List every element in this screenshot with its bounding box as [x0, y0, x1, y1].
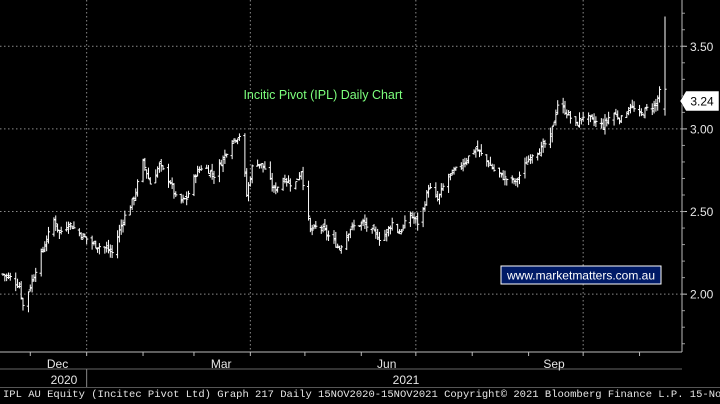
x-month-label: Mar [211, 357, 232, 371]
grid [0, 0, 682, 352]
x-year-label: 2020 [51, 373, 78, 387]
footer-text: IPL AU Equity (Incitec Pivot Ltd) Graph … [3, 389, 720, 401]
y-tick-label: 3.50 [690, 40, 714, 54]
last-price-label: 3.24 [690, 95, 714, 109]
footer-bar: IPL AU Equity (Incitec Pivot Ltd) Graph … [0, 387, 720, 404]
price-chart: 2.00 2.50 3.00 3.50 Dec Mar Jun Sep 2020 2021 Inc… [0, 0, 720, 387]
chart-title: Incitic Pivot (IPL) Daily Chart [243, 88, 403, 102]
y-tick-label: 2.00 [690, 288, 714, 302]
axes: 2.00 2.50 3.00 3.50 Dec Mar Jun Sep 2020 2021 [0, 0, 714, 387]
last-price-badge: 3.24 [679, 90, 720, 112]
price-bars [1, 16, 667, 313]
y-tick-label: 3.00 [690, 122, 714, 136]
x-month-label: Dec [47, 357, 68, 371]
watermark-box: www.marketmatters.com.au [500, 265, 662, 285]
x-month-label: Jun [377, 357, 396, 371]
x-year-label: 2021 [393, 373, 420, 387]
watermark-text: www.marketmatters.com.au [506, 269, 655, 283]
x-month-label: Sep [543, 357, 565, 371]
y-tick-label: 2.50 [690, 205, 714, 219]
